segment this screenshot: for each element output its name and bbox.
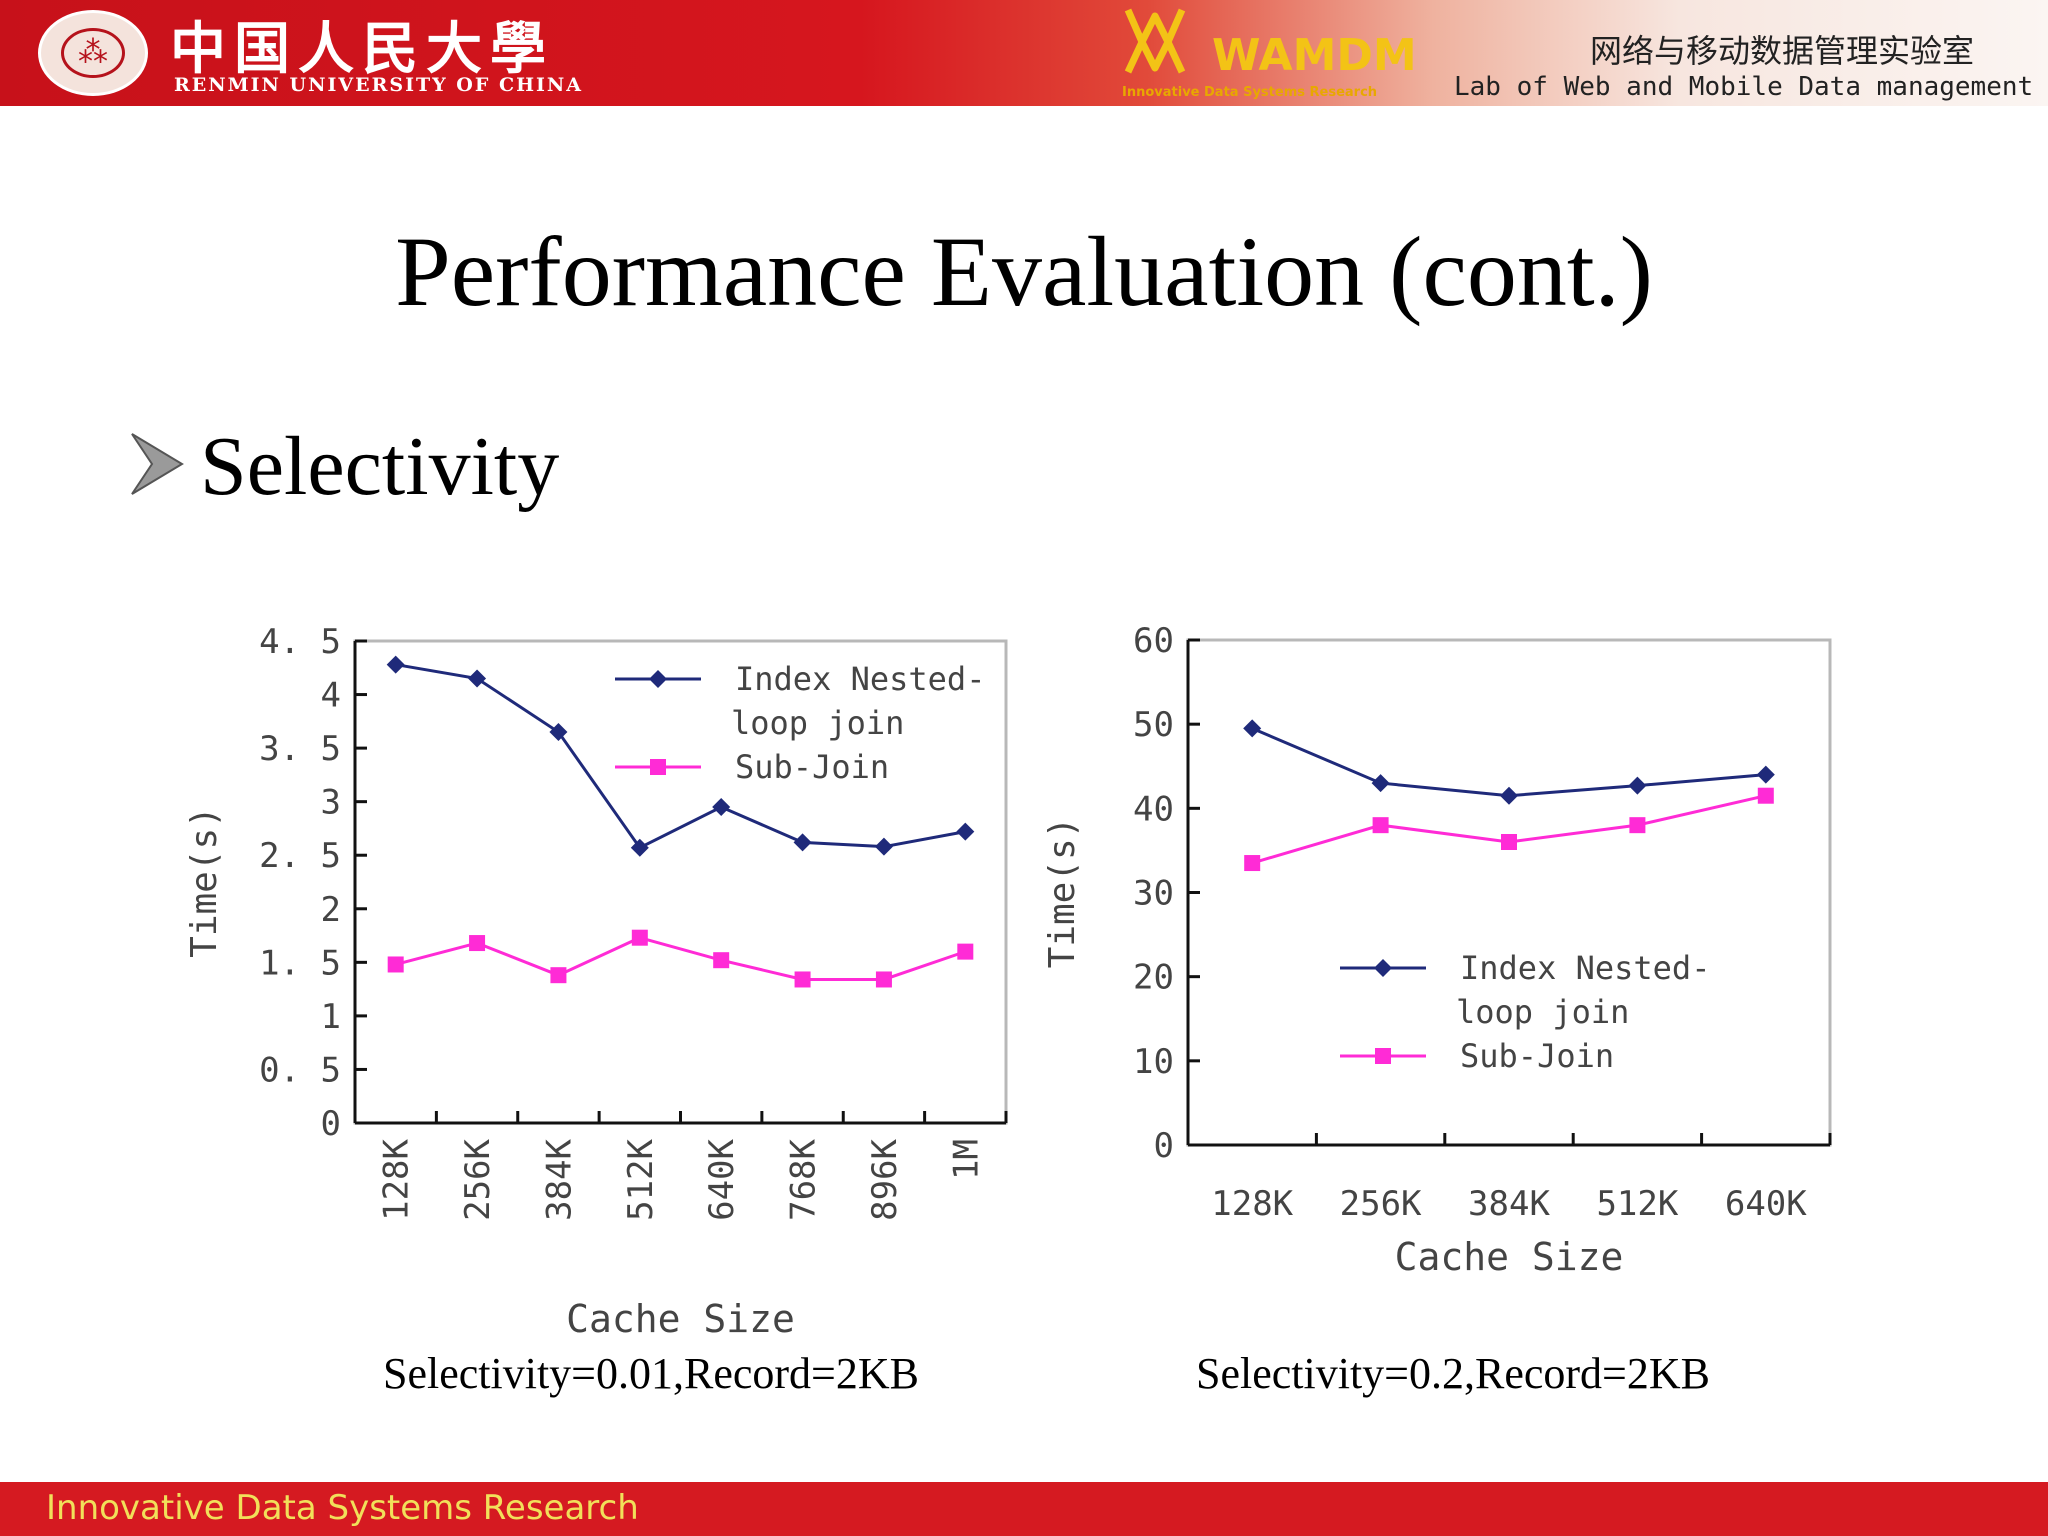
y-axis-label: Time(s) [184, 806, 225, 958]
footer-bar: Innovative Data Systems Research [0, 1482, 2048, 1536]
y-tick-label: 1 [321, 997, 341, 1037]
data-point-diamond [1371, 774, 1390, 793]
data-point-diamond [874, 837, 893, 856]
data-point-square [469, 935, 486, 952]
x-axis-label: Cache Size [566, 1297, 795, 1341]
data-point-diamond [956, 822, 975, 841]
data-point-diamond [1500, 786, 1518, 805]
y-tick-label: 4. 5 [259, 622, 341, 662]
data-point-square [1629, 817, 1646, 834]
y-tick-label: 2 [321, 890, 341, 930]
data-point-square [794, 971, 811, 988]
series-line [1251, 794, 1767, 865]
x-tick-label: 256K [458, 1138, 498, 1220]
legend-marker-square [1375, 1048, 1391, 1064]
chart-caption-1: Selectivity=0.01,Record=2KB [383, 1349, 919, 1398]
university-seal-icon: ⁂ [38, 10, 148, 96]
bullet-selectivity: Selectivity [200, 420, 560, 513]
data-point-diamond [468, 669, 487, 688]
y-tick-label: 60 [1133, 621, 1174, 661]
data-point-square [550, 967, 567, 984]
x-tick-label: 896K [865, 1138, 905, 1220]
university-name-en: RENMIN UNIVERSITY OF CHINA [174, 74, 584, 96]
y-tick-label: 1. 5 [259, 943, 341, 983]
legend-label: Index Nested- [1460, 949, 1710, 987]
series-line [395, 663, 966, 850]
slide-title: Performance Evaluation (cont.) [395, 216, 1653, 327]
lab-name-en: Lab of Web and Mobile Data management [1454, 72, 2034, 102]
data-point-diamond [386, 655, 405, 674]
data-point-diamond [630, 838, 649, 857]
data-point-square [387, 956, 404, 973]
legend-marker-diamond [1374, 959, 1392, 977]
lab-name-cn: 网络与移动数据管理实验室 [1590, 32, 1975, 70]
data-point-square [1372, 817, 1389, 834]
legend-marker-diamond [649, 670, 667, 688]
data-point-square [1757, 787, 1774, 804]
university-name-cn: 中国人民大學 [170, 16, 554, 82]
plot-frame [353, 639, 1008, 1125]
bullet-arrow-icon [131, 433, 184, 495]
x-tick-label: 384K [1468, 1184, 1550, 1224]
y-tick-label: 20 [1133, 958, 1174, 998]
y-tick-label: 0 [321, 1104, 341, 1144]
legend-marker-square [650, 759, 666, 775]
y-tick-label: 0 [1154, 1126, 1174, 1166]
legend-label: loop join [731, 704, 904, 742]
y-tick-label: 3. 5 [259, 729, 341, 769]
footer-text: Innovative Data Systems Research [46, 1488, 639, 1528]
chart-selectivity-001: 0 0. 5 1 1. 5 2 2. 5 3 3. 5 4 4. 5 128K 256K 384K 512… [184, 622, 1008, 1341]
legend-label: Sub-Join [735, 748, 889, 786]
x-axis-label: Cache Size [1395, 1235, 1624, 1279]
x-tick-label: 768K [784, 1138, 824, 1220]
series-line [1251, 726, 1766, 798]
data-point-square [631, 929, 648, 946]
data-point-square [957, 943, 974, 960]
x-tick-label: 640K [702, 1138, 742, 1220]
y-tick-label: 4 [321, 676, 341, 716]
y-tick-label: 50 [1133, 705, 1174, 745]
header-banner: ⁂ 中国人民大學 RENMIN UNIVERSITY OF CHINA WAMD… [0, 0, 2048, 106]
data-point-square [1501, 834, 1517, 850]
chart-caption-2: Selectivity=0.2,Record=2KB [1196, 1349, 1710, 1398]
y-tick-label: 3 [321, 783, 341, 823]
y-axis-label: Time(s) [1042, 817, 1083, 969]
x-tick-label: 384K [539, 1138, 579, 1220]
x-tick-label: 128K [1211, 1184, 1293, 1224]
data-point-square [875, 971, 892, 988]
x-tick-label: 1M [946, 1139, 986, 1180]
x-tick-label: 640K [1725, 1184, 1807, 1224]
y-tick-label: 2. 5 [259, 836, 341, 876]
wamdm-mark-icon [1124, 8, 1186, 74]
series-line [395, 936, 966, 981]
data-point-diamond [1628, 776, 1647, 795]
data-point-square [1244, 855, 1261, 872]
data-point-square [713, 952, 730, 969]
x-tick-label: 512K [621, 1138, 661, 1220]
data-point-diamond [549, 723, 568, 742]
lab-tagline: Innovative Data Systems Research [1122, 85, 1378, 100]
y-tick-label: 30 [1133, 874, 1174, 914]
y-tick-label: 10 [1133, 1042, 1174, 1082]
chart-selectivity-02: 0 10 20 30 40 50 60 128K 256K 384K 512K 640K Time(s)… [1042, 621, 1832, 1279]
y-tick-label: 40 [1133, 789, 1174, 829]
legend-label: Sub-Join [1460, 1037, 1614, 1075]
lab-logo: WAMDM [1212, 30, 1417, 81]
data-point-diamond [1756, 765, 1775, 784]
data-point-diamond [712, 798, 731, 817]
legend-label: loop join [1456, 993, 1629, 1031]
data-point-diamond [1243, 719, 1262, 738]
x-tick-label: 128K [377, 1138, 417, 1220]
data-point-diamond [793, 833, 812, 852]
x-tick-label: 256K [1340, 1184, 1422, 1224]
x-tick-label: 512K [1596, 1184, 1678, 1224]
legend-label: Index Nested- [735, 660, 985, 698]
y-tick-label: 0. 5 [259, 1050, 341, 1090]
